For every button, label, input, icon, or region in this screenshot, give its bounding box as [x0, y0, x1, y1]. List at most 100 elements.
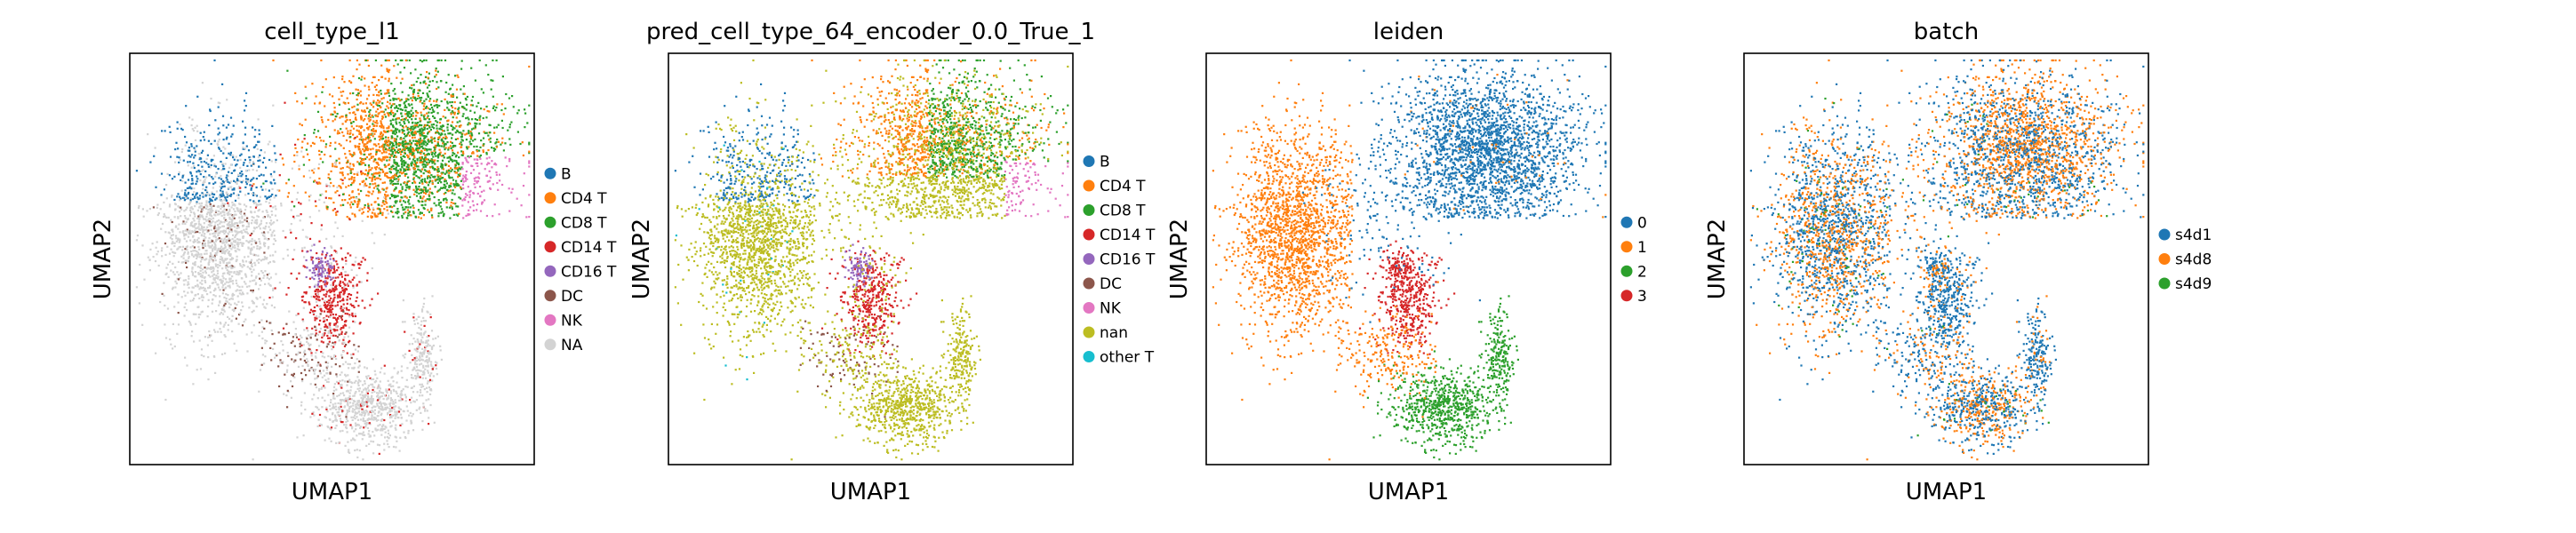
scatter-point	[436, 106, 439, 108]
scatter-point	[205, 213, 209, 216]
scatter-point	[452, 202, 455, 204]
scatter-point	[259, 296, 261, 298]
scatter-point	[210, 334, 212, 337]
scatter-point	[417, 176, 420, 179]
scatter-point	[388, 179, 392, 182]
scatter-point	[441, 187, 444, 189]
scatter-point	[371, 398, 373, 401]
scatter-point	[188, 214, 191, 217]
scatter-point	[450, 170, 452, 172]
scatter-point	[444, 180, 446, 183]
scatter-point	[423, 137, 426, 139]
scatter-point	[348, 314, 351, 316]
scatter-point	[476, 180, 480, 183]
scatter-point	[468, 213, 471, 216]
scatter-point	[245, 285, 249, 288]
scatter-point	[191, 231, 194, 234]
scatter-point	[454, 131, 457, 134]
scatter-point	[335, 251, 338, 253]
scatter-point	[412, 147, 414, 150]
scatter-point	[359, 94, 363, 97]
scatter-point	[501, 141, 504, 144]
scatter-point	[395, 129, 397, 131]
scatter-point	[154, 147, 156, 149]
scatter-point	[486, 109, 489, 113]
scatter-point	[352, 394, 355, 397]
scatter-point	[434, 168, 436, 171]
scatter-point	[420, 82, 422, 84]
scatter-point	[228, 181, 231, 184]
scatter-point	[411, 87, 413, 90]
scatter-point	[362, 458, 364, 461]
scatter-point	[217, 238, 220, 241]
scatter-point	[345, 306, 348, 309]
scatter-point	[247, 192, 250, 195]
scatter-point	[233, 241, 236, 243]
scatter-point	[421, 182, 424, 185]
scatter-point	[386, 159, 388, 162]
scatter-point	[358, 281, 361, 283]
scatter-point	[330, 283, 332, 287]
scatter-point	[224, 243, 227, 246]
scatter-point	[419, 89, 421, 92]
scatter-point	[240, 221, 244, 224]
scatter-point	[397, 151, 400, 155]
scatter-point	[196, 124, 198, 127]
panel-title: cell_type_l1	[264, 19, 400, 45]
scatter-point	[229, 116, 233, 119]
scatter-point	[441, 138, 444, 140]
scatter-point	[401, 206, 404, 209]
scatter-point	[399, 150, 402, 154]
scatter-point	[250, 211, 252, 213]
scatter-point	[214, 295, 217, 298]
scatter-point	[209, 194, 212, 196]
scatter-point	[312, 313, 316, 315]
scatter-point	[193, 195, 196, 198]
scatter-point	[526, 122, 529, 124]
scatter-point	[318, 149, 321, 152]
scatter-point	[141, 244, 144, 247]
scatter-point	[395, 402, 397, 404]
scatter-point	[318, 280, 321, 282]
scatter-point	[199, 131, 202, 134]
scatter-point	[496, 139, 499, 141]
scatter-point	[222, 261, 225, 264]
scatter-point	[177, 301, 180, 304]
scatter-point	[244, 273, 247, 275]
scatter-point	[212, 250, 214, 252]
scatter-point	[326, 282, 329, 284]
scatter-point	[184, 217, 187, 219]
scatter-point	[178, 161, 180, 163]
scatter-point	[209, 284, 212, 288]
scatter-point	[413, 401, 416, 403]
scatter-point	[272, 206, 275, 209]
scatter-point	[204, 336, 206, 338]
scatter-point	[372, 99, 375, 102]
scatter-point	[448, 186, 451, 188]
scatter-point	[433, 202, 436, 204]
scatter-point	[183, 290, 186, 293]
scatter-point	[214, 181, 217, 184]
scatter-point	[431, 141, 434, 144]
scatter-point	[230, 220, 233, 223]
scatter-point	[350, 122, 353, 124]
scatter-point	[510, 191, 513, 194]
scatter-point	[401, 186, 404, 188]
scatter-point	[220, 282, 223, 284]
scatter-point	[242, 236, 244, 239]
scatter-point	[247, 180, 250, 183]
scatter-point	[221, 308, 224, 311]
scatter-point	[405, 142, 408, 145]
scatter-point	[446, 156, 449, 159]
scatter-point	[422, 107, 425, 111]
scatter-point	[238, 314, 241, 316]
scatter-point	[451, 133, 454, 136]
scatter-point	[412, 112, 414, 115]
scatter-point	[393, 138, 396, 140]
scatter-point	[439, 134, 442, 137]
scatter-point	[508, 123, 511, 126]
scatter-point	[180, 206, 182, 209]
scatter-point	[391, 136, 394, 139]
scatter-point	[250, 222, 253, 225]
